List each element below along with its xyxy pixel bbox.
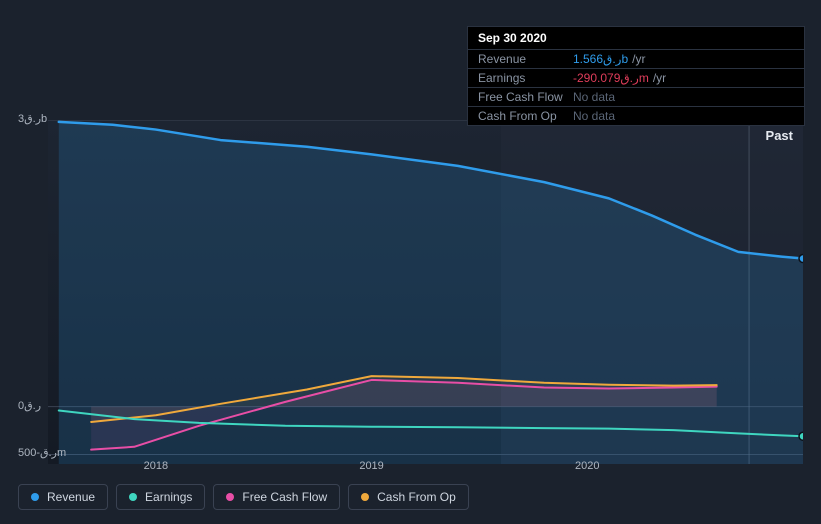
y-tick-label: ر.ق0 xyxy=(18,399,41,412)
tooltip-metric-label: Free Cash Flow xyxy=(478,90,573,104)
tooltip-metric-value: No data xyxy=(573,90,615,104)
x-tick-label: 2020 xyxy=(575,460,599,472)
legend-item[interactable]: Earnings xyxy=(116,484,205,510)
legend-dot-icon xyxy=(129,493,137,501)
tooltip-metric-value: No data xyxy=(573,109,615,123)
chart-plot xyxy=(18,120,803,464)
tooltip-metric-label: Revenue xyxy=(478,52,573,66)
tooltip-metric-label: Earnings xyxy=(478,71,573,85)
tooltip-row: Cash From OpNo data xyxy=(468,107,804,125)
chart-area: Past ر.ق3bر.ق0ر.ق-500m xyxy=(18,120,803,464)
legend-item[interactable]: Revenue xyxy=(18,484,108,510)
legend-dot-icon xyxy=(31,493,39,501)
legend-label: Cash From Op xyxy=(377,490,456,504)
tooltip-row: Free Cash FlowNo data xyxy=(468,88,804,107)
legend-dot-icon xyxy=(226,493,234,501)
y-tick-label: ر.ق3b xyxy=(18,112,47,125)
x-axis: 2018 2019 2020 xyxy=(18,460,803,476)
tooltip-metric-value: 1.566ر.قb/yr xyxy=(573,52,646,66)
tooltip-row: Revenue1.566ر.قb/yr xyxy=(468,50,804,69)
legend-dot-icon xyxy=(361,493,369,501)
legend-item[interactable]: Cash From Op xyxy=(348,484,469,510)
tooltip-metric-label: Cash From Op xyxy=(478,109,573,123)
legend-label: Revenue xyxy=(47,490,95,504)
x-tick-label: 2018 xyxy=(144,460,168,472)
legend-label: Earnings xyxy=(145,490,192,504)
legend-item[interactable]: Free Cash Flow xyxy=(213,484,340,510)
y-tick-label: ر.ق-500m xyxy=(18,446,66,459)
tooltip-date: Sep 30 2020 xyxy=(468,27,804,50)
tooltip-row: Earnings-290.079ر.قm/yr xyxy=(468,69,804,88)
chart-tooltip: Sep 30 2020 Revenue1.566ر.قb/yrEarnings-… xyxy=(467,26,805,126)
legend-label: Free Cash Flow xyxy=(242,490,327,504)
legend: Revenue Earnings Free Cash Flow Cash From O… xyxy=(18,484,469,510)
tooltip-metric-value: -290.079ر.قm/yr xyxy=(573,71,666,85)
x-tick-label: 2019 xyxy=(359,460,383,472)
past-label: Past xyxy=(766,128,793,143)
